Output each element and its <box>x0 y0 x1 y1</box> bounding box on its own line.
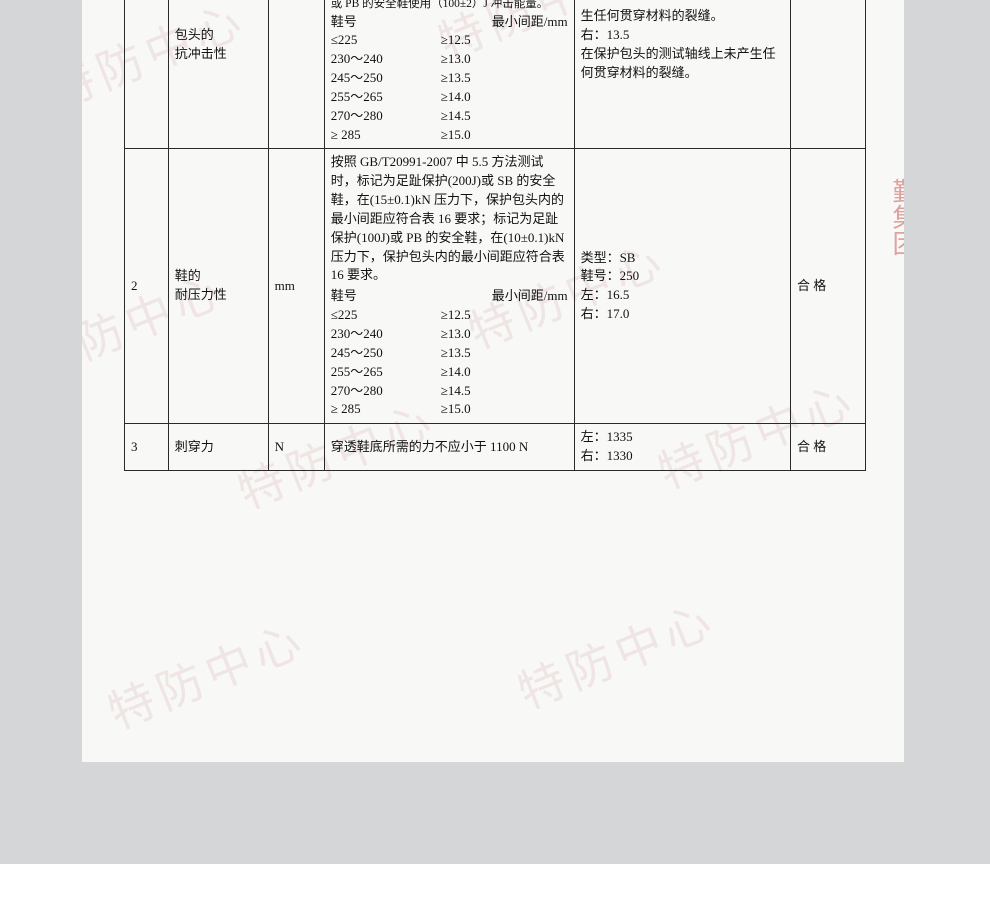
test-results-table: 包头的 抗冲击性 或 PB 的安全鞋使用（100±2）J 冲击能量。 鞋号 最小… <box>124 0 866 471</box>
cell-test-name: 包头的 抗冲击性 <box>168 0 268 149</box>
table-row: 包头的 抗冲击性 或 PB 的安全鞋使用（100±2）J 冲击能量。 鞋号 最小… <box>125 0 866 149</box>
table-row: 3 刺穿力 N 穿透鞋底所需的力不应小于 1100 N 左：1335 右：133… <box>125 424 866 471</box>
cell-index <box>125 0 169 149</box>
cell-test-name: 刺穿力 <box>168 424 268 471</box>
cell-unit: mm <box>268 149 324 424</box>
table-row: 2 鞋的 耐压力性 mm 按照 GB/T20991-2007 中 5.5 方法测… <box>125 149 866 424</box>
red-stamp-fragment: 勤集团 <box>885 178 904 256</box>
watermark: 特防中心 <box>507 583 725 722</box>
cell-index: 3 <box>125 424 169 471</box>
cell-requirement: 穿透鞋底所需的力不应小于 1100 N <box>324 424 574 471</box>
cell-unit <box>268 0 324 149</box>
cell-unit: N <box>268 424 324 471</box>
cell-result: 生任何贯穿材料的裂缝。 右：13.5 在保护包头的测试轴线上未产生任何贯穿材料的… <box>574 0 790 149</box>
req-intro-small: 或 PB 的安全鞋使用（100±2）J 冲击能量。 <box>331 0 568 13</box>
size-table: ≤225 230～240 245～250 255～265 270～280 ≥ 2… <box>331 31 568 144</box>
document-page: 特防中心 特防中心 特防中心 特防中心 特防中心 特防中心 特防中心 特防中心 … <box>82 0 904 762</box>
req-intro: 按照 GB/T20991-2007 中 5.5 方法测试时，标记为足趾保护(20… <box>331 153 568 285</box>
cell-requirement: 或 PB 的安全鞋使用（100±2）J 冲击能量。 鞋号 最小间距/mm ≤22… <box>324 0 574 149</box>
cell-index: 2 <box>125 149 169 424</box>
cell-test-name: 鞋的 耐压力性 <box>168 149 268 424</box>
size-table-header: 鞋号 最小间距/mm <box>331 13 568 32</box>
watermark: 特防中心 <box>97 603 315 742</box>
cell-requirement: 按照 GB/T20991-2007 中 5.5 方法测试时，标记为足趾保护(20… <box>324 149 574 424</box>
cell-verdict <box>791 0 866 149</box>
cell-result: 类型：SB 鞋号：250 左：16.5 右：17.0 <box>574 149 790 424</box>
cell-result: 左：1335 右：1330 <box>574 424 790 471</box>
size-table-header: 鞋号 最小间距/mm <box>331 287 568 306</box>
cell-verdict: 合 格 <box>791 424 866 471</box>
size-table: ≤225 230～240 245～250 255～265 270～280 ≥ 2… <box>331 306 568 419</box>
cell-verdict: 合 格 <box>791 149 866 424</box>
